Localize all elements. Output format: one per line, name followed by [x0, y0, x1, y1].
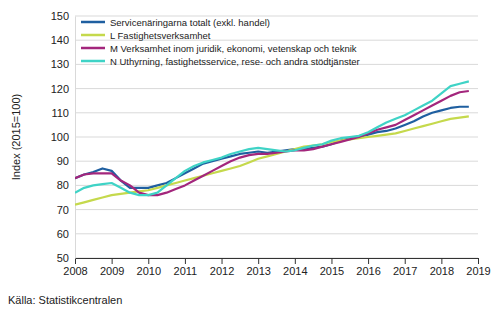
legend-label: N Uthyrning, fastighetsservice, rese- oc…: [110, 56, 360, 67]
series-line: [75, 91, 469, 195]
x-tick-mark: [405, 258, 406, 264]
grid-line: [75, 137, 478, 138]
x-tick: 2016: [356, 258, 380, 277]
x-tick: 2014: [283, 258, 307, 277]
x-tick-label: 2011: [174, 265, 198, 277]
x-axis-line: [76, 258, 479, 259]
x-tick-label: 2014: [283, 265, 307, 277]
x-tick-label: 2015: [320, 265, 344, 277]
y-tick-label: 130: [51, 58, 69, 70]
chart: 2008 2009 2010 2011 2012 2013 2014 2015 2016 2017…: [0, 0, 500, 320]
grid-line: [75, 185, 478, 186]
y-tick: 120: [51, 83, 75, 95]
x-tick-mark: [148, 258, 149, 264]
x-tick-mark: [222, 258, 223, 264]
x-tick-mark: [368, 258, 369, 264]
x-tick-label: 2010: [137, 265, 161, 277]
y-tick-label: 150: [51, 10, 69, 22]
x-tick-mark: [331, 258, 332, 264]
y-tick: 70: [57, 204, 75, 216]
x-tick-mark: [295, 258, 296, 264]
y-tick: 110: [51, 107, 75, 119]
x-tick-label: 2019: [466, 265, 490, 277]
legend-label: L Fastighetsverksamhet: [110, 30, 211, 41]
grid-line: [75, 161, 478, 162]
x-tick-mark: [112, 258, 113, 264]
y-tick: 100: [51, 131, 75, 143]
y-tick-label: 100: [51, 131, 69, 143]
y-axis-title: Index (2015=100): [10, 94, 22, 181]
y-tick: 130: [51, 58, 75, 70]
x-tick: 2017: [393, 258, 417, 277]
y-tick-label: 50: [57, 252, 69, 264]
legend-swatch: [81, 21, 105, 24]
legend-swatch: [81, 47, 105, 50]
series-line: [75, 81, 469, 195]
grid-line: [75, 88, 478, 89]
x-tick-label: 2018: [430, 265, 454, 277]
y-tick-label: 120: [51, 83, 69, 95]
y-tick: 90: [57, 155, 75, 167]
y-tick: 60: [57, 228, 75, 240]
x-tick-label: 2009: [100, 265, 124, 277]
y-axis: 50 60 70 80 90 100 110 120 130 140 150: [51, 10, 76, 264]
legend: Servicenäringarna totalt (exkl. handel) L…: [81, 17, 360, 67]
y-tick-label: 140: [51, 34, 69, 46]
x-tick: 2013: [246, 258, 270, 277]
x-tick-label: 2012: [210, 265, 234, 277]
source: Källa: Statistikcentralen: [8, 294, 122, 306]
y-tick-label: 110: [51, 107, 69, 119]
x-tick: 2010: [137, 258, 161, 277]
x-tick-mark: [258, 258, 259, 264]
x-tick: 2009: [100, 258, 124, 277]
y-tick-label: 70: [57, 204, 69, 216]
x-tick-label: 2008: [63, 265, 87, 277]
grid-line: [75, 209, 478, 210]
lines: [75, 81, 469, 204]
y-tick-label: 60: [57, 228, 69, 240]
x-tick-mark: [441, 258, 442, 264]
legend-label: Servicenäringarna totalt (exkl. handel): [110, 17, 270, 28]
x-axis: 2008 2009 2010 2011 2012 2013 2014 2015 2016 2017…: [63, 258, 490, 277]
y-tick-label: 80: [57, 179, 69, 191]
legend-swatch: [81, 34, 105, 37]
x-tick: 2012: [210, 258, 234, 277]
x-tick-label: 2016: [356, 265, 380, 277]
x-tick-mark: [478, 258, 479, 264]
y-axis-line: [75, 17, 76, 259]
x-tick-label: 2013: [246, 265, 270, 277]
x-tick-label: 2017: [393, 265, 417, 277]
grid: [75, 16, 478, 258]
x-tick: 2018: [430, 258, 454, 277]
x-tick: 2019: [466, 258, 490, 277]
y-tick: 80: [57, 179, 75, 191]
y-tick: 150: [51, 10, 75, 22]
series-line: [75, 116, 469, 204]
series-line: [75, 107, 469, 188]
legend-swatch: [81, 60, 105, 63]
grid-line: [75, 258, 478, 259]
x-tick-mark: [75, 258, 76, 264]
x-tick: 2015: [320, 258, 344, 277]
legend-label: M Verksamhet inom juridik, ekonomi, vete…: [110, 43, 357, 54]
x-tick-mark: [185, 258, 186, 264]
grid-line: [75, 233, 478, 234]
y-tick-label: 90: [57, 155, 69, 167]
y-tick: 140: [51, 34, 75, 46]
x-tick: 2011: [174, 258, 198, 277]
y-tick: 50: [57, 252, 75, 264]
